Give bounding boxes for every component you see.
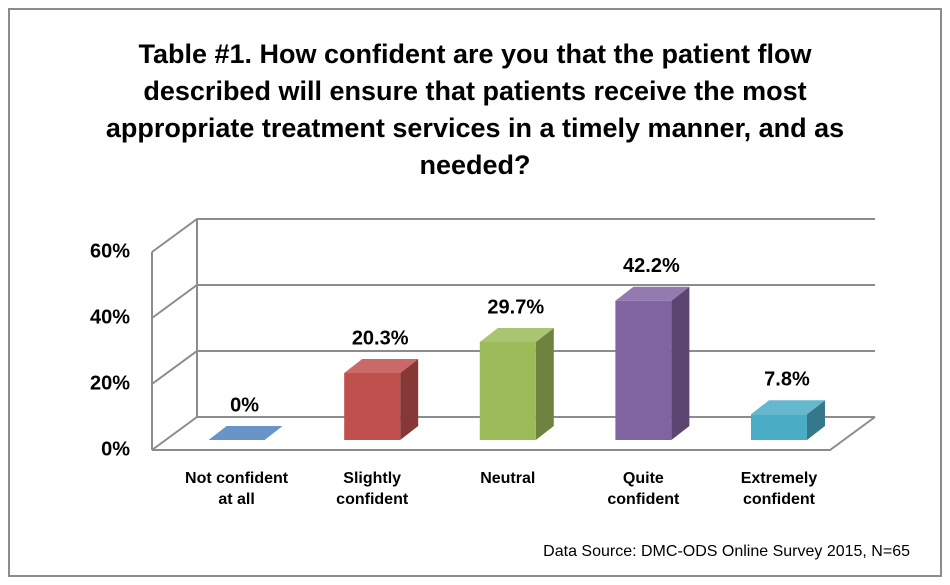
bar-front xyxy=(479,341,536,440)
y-tick-label: 40% xyxy=(90,306,130,328)
grid-line xyxy=(151,284,875,319)
bar-top xyxy=(479,327,554,342)
bar-top xyxy=(750,400,825,415)
bar xyxy=(208,426,283,440)
value-label: 7.8% xyxy=(764,369,810,391)
frame xyxy=(8,8,942,577)
x-tick-label: Neutral xyxy=(480,470,536,487)
bar-front xyxy=(750,414,807,440)
y-tick-label: 60% xyxy=(90,240,130,262)
bar-front xyxy=(344,373,401,440)
y-tick-label: 20% xyxy=(90,372,130,394)
value-label: 29.7% xyxy=(487,296,544,318)
value-label: 42.2% xyxy=(623,255,680,277)
y-tick-label: 0% xyxy=(101,438,130,460)
x-tick-label: Extremely confident xyxy=(740,470,818,508)
bar-side xyxy=(806,400,825,440)
x-tick-label: Not confident at all xyxy=(185,470,289,508)
x-tick-label: Slightly confident xyxy=(336,470,409,508)
bar-side xyxy=(400,359,419,440)
chart-title: Table #1. How confident are you that the… xyxy=(105,39,845,180)
bar xyxy=(615,286,690,440)
bar-top xyxy=(344,359,419,374)
bar-top xyxy=(615,286,690,301)
bar-front xyxy=(615,300,672,440)
bar-top xyxy=(208,426,283,440)
source-note: Data Source: DMC-ODS Online Survey 2015,… xyxy=(543,543,910,560)
bar-side xyxy=(671,286,690,440)
bar xyxy=(479,327,554,440)
x-tick-label: Quite confident xyxy=(607,470,680,508)
bar xyxy=(344,359,419,440)
value-label: 20.3% xyxy=(352,327,409,349)
floor-edge xyxy=(152,416,876,451)
bar-side xyxy=(535,327,554,440)
grid-line xyxy=(151,218,875,253)
value-label: 0% xyxy=(230,394,259,416)
bar xyxy=(750,400,825,440)
